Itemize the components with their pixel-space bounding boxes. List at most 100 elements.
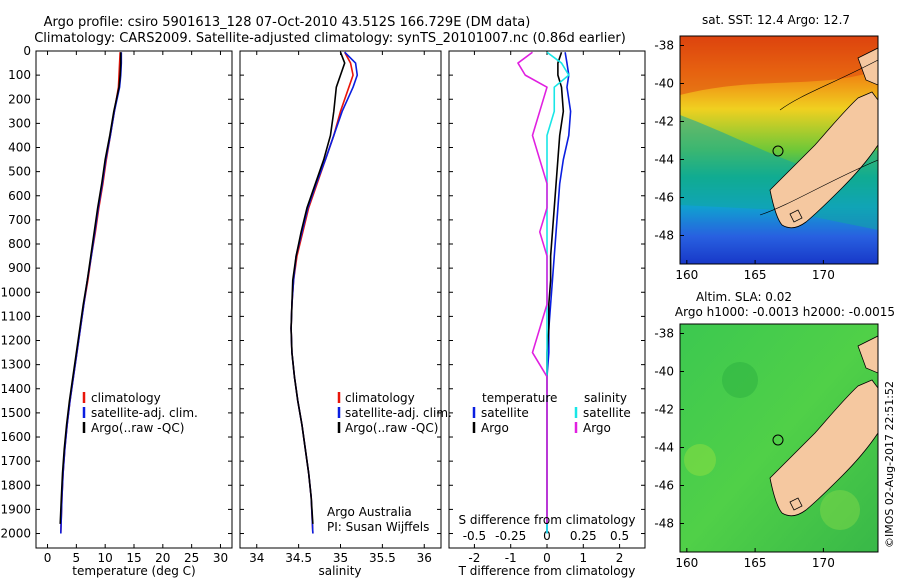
difference-legend: temperature salinity satellite Argo sate… [472,391,631,435]
sla-map: Altim. SLA: 0.02 Argo h1000: -0.0013 h20… [654,290,895,570]
x-tick-label: 10 [98,551,113,565]
south-island-land [769,379,878,517]
x-tick-label: 35.5 [369,551,396,565]
depth-tick-label: 1800 [0,478,31,492]
depth-tick-label: 1400 [0,382,31,396]
legend-title-salinity: salinity [584,391,627,405]
series-line-climatology [290,51,354,534]
salinity-legend: climatology satellite-adj. clim. Argo(..… [337,391,452,435]
map-y-tick-label: -40 [654,77,674,91]
map-y-tick-label: -40 [654,365,674,379]
depth-tick-label: 600 [8,189,31,203]
salinity-panel-frame [239,50,442,549]
legend-label-climatology: climatology [345,391,415,405]
legend-label-argo: Argo(..raw -QC) [91,421,184,435]
x-tick-label: -2 [468,551,480,565]
depth-tick-label: 200 [8,92,31,106]
header-subtitle: Climatology: CARS2009. Satellite-adjuste… [34,31,626,46]
footer-credit: ©IMOS 02-Aug-2017 22:51:52 [883,381,896,548]
x-tick-label: 1 [579,551,587,565]
salinity-axis-label: salinity [318,564,361,578]
x2-tick-label: -0.5 [463,529,486,543]
temperature-plot: 0 5 10 15 20 25 30 [44,51,228,565]
depth-tick-label: 1700 [0,454,31,468]
series-line-salinity-argo [517,51,548,524]
argo-float-marker [772,145,784,157]
x-tick-label: 30 [213,551,228,565]
sst-contour [779,59,878,111]
x-tick-label: -1 [505,551,517,565]
sla-map-title: Altim. SLA: 0.02 [696,290,792,304]
sla-patch [820,490,860,530]
depth-tick-label: 700 [8,213,31,227]
map-y-tick-label: -48 [654,517,674,531]
temperature-legend: climatology satellite-adj. clim. Argo(..… [82,391,198,435]
depth-tick-label: 300 [8,116,31,130]
legend-label-temp-argo: Argo [481,421,509,435]
annotation-line-1: Argo Australia [327,505,412,519]
map-x-tick-label: 170 [812,268,835,282]
map-y-tick-label: -44 [654,441,674,455]
depth-axis: 0 100 200 300 400 500 600 700 800 900 1000 1100 1200… [0,44,645,541]
legend-label-satellite: satellite-adj. clim. [91,406,198,420]
stewart-island-land [789,497,803,511]
map-x-tick-label: 160 [675,268,698,282]
sst-map-frame [679,35,879,265]
x-tick-label: 0 [44,551,52,565]
depth-tick-label: 800 [8,237,31,251]
x-tick-label: 34 [249,551,264,565]
map-y-tick-label: -44 [654,153,674,167]
x-tick-label: 36 [417,551,432,565]
map-y-tick-label: -46 [654,479,674,493]
depth-tick-label: 1300 [0,358,31,372]
x2-tick-label: 0.25 [570,529,597,543]
x-tick-label: 2 [616,551,624,565]
sla-patch [722,362,758,398]
south-island-land [769,91,878,229]
map-y-tick-label: -46 [654,191,674,205]
t-difference-axis-label: T difference from climatology [458,564,636,578]
depth-tick-label: 1500 [0,406,31,420]
temperature-panel-frame [35,50,233,549]
map-x-tick-label: 165 [744,268,767,282]
x2-tick-label: -0.25 [495,529,526,543]
sst-map-axes: 160 165 170 -38 -40 -42 -44 -46 -48 [654,39,834,283]
north-island-land [857,47,878,86]
legend-label-sal-argo: Argo [583,421,611,435]
sst-contour [759,159,878,216]
annotation-line-2: PI: Susan Wijffels [327,520,429,534]
temperature-axis-label: temperature (deg C) [72,564,195,578]
map-y-tick-label: -42 [654,115,674,129]
map-y-tick-label: -48 [654,229,674,243]
x-tick-label: 0 [543,551,551,565]
x-tick-label: 35 [333,551,348,565]
depth-tick-label: 1100 [0,309,31,323]
sla-map-frame [679,323,879,553]
legend-label-temp-satellite: satellite [481,406,529,420]
legend-title-temperature: temperature [482,391,557,405]
map-y-tick-label: -38 [654,39,674,53]
sla-map-subtitle: Argo h1000: -0.0013 h2000: -0.0015 [675,305,895,319]
x2-tick-label: 0.5 [610,529,629,543]
header-title: Argo profile: csiro 5901613_128 07-Oct-2… [44,15,531,30]
legend-label-sal-satellite: satellite [583,406,631,420]
x-tick-label: 15 [126,551,141,565]
series-line-argo-raw-qc [59,52,122,524]
depth-tick-label: 100 [8,68,31,82]
north-island-land [857,335,878,374]
series-line-temperature-argo [546,51,565,524]
depth-tick-label: 2000 [0,527,31,541]
series-line-argo-raw-qc [290,51,346,524]
x-tick-label: 34.5 [285,551,312,565]
depth-tick-label: 1600 [0,430,31,444]
argo-float-marker [772,434,784,446]
legend-label-satellite: satellite-adj. clim. [345,406,452,420]
legend-label-argo: Argo(..raw -QC) [345,421,438,435]
x-tick-label: 20 [155,551,170,565]
map-x-tick-label: 170 [812,556,835,570]
depth-tick-label: 900 [8,261,31,275]
x-tick-label: 25 [184,551,199,565]
s-difference-axis-label: S difference from climatology [459,513,636,527]
sla-map-axes: 160 165 170 -38 -40 -42 -44 -46 -48 [654,327,834,571]
